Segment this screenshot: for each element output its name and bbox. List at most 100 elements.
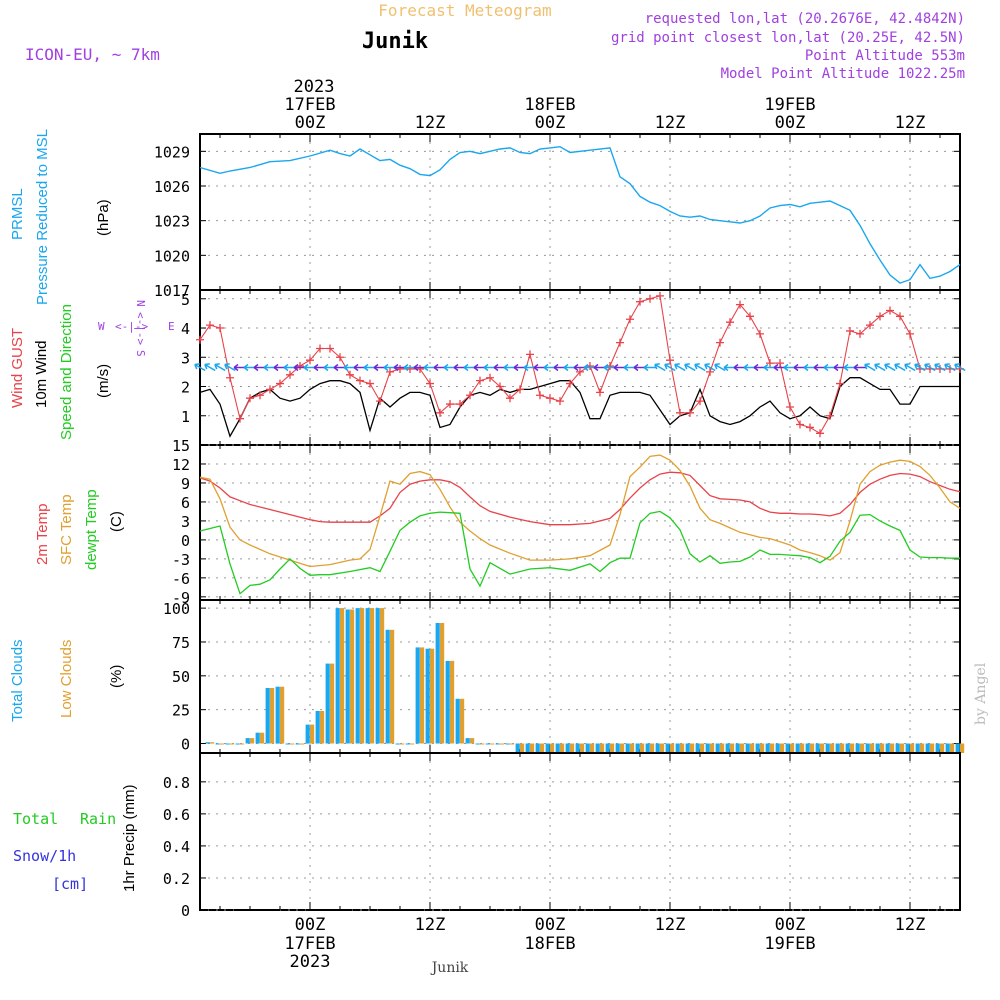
gust-marker: [746, 312, 754, 321]
low-cloud-bar: [630, 743, 635, 753]
low-cloud-bar: [790, 743, 795, 753]
precip-label-snow: Snow/1h: [13, 847, 76, 865]
low-cloud-bar: [480, 743, 485, 745]
low-cloud-bar: [260, 732, 265, 744]
total-cloud-bar: [535, 743, 540, 753]
precip-label-cm: [cm]: [52, 875, 88, 893]
low-cloud-bar: [470, 738, 475, 744]
gust-marker: [516, 385, 524, 394]
y-tick-label: -9: [172, 589, 190, 607]
total-cloud-bar: [215, 743, 220, 745]
wind-panel: 1 2 3 4 5: [181, 289, 966, 446]
total-cloud-bar: [935, 743, 940, 753]
low-cloud-bar: [780, 743, 785, 753]
compass-w: W: [98, 320, 105, 333]
total-cloud-bar: [515, 743, 520, 753]
top-title: Forecast Meteogram: [378, 1, 551, 20]
gust-marker: [586, 362, 594, 371]
panel-frame: [199, 133, 961, 291]
wind-direction-arrow: [704, 363, 716, 372]
wind-direction-arrow: [954, 363, 966, 372]
gust-marker: [756, 329, 764, 338]
gust-marker: [636, 297, 644, 306]
total-cloud-bar: [525, 743, 530, 753]
y-tick-label: 9: [181, 475, 190, 493]
total-cloud-bar: [375, 608, 380, 744]
total-cloud-bar: [805, 743, 810, 753]
gust-marker: [576, 367, 584, 376]
wind-direction-arrow: [674, 363, 686, 372]
temp-label-2m: 2m Temp: [34, 504, 51, 565]
low-cloud-bar: [500, 743, 505, 745]
low-cloud-bar: [510, 743, 515, 745]
wind-labels: Wind GUST 10m Wind Speed and Direction (…: [9, 300, 175, 440]
total-cloud-bar: [275, 686, 280, 744]
gust-marker: [486, 373, 494, 382]
low-cloud-bar: [440, 623, 445, 744]
total-cloud-bar: [905, 743, 910, 753]
total-cloud-bar: [365, 608, 370, 744]
low-cloud-bar: [860, 743, 865, 753]
clouds-panel: 0 25 50 75 100: [163, 599, 965, 754]
total-cloud-bar: [635, 743, 640, 753]
gust-marker: [446, 400, 454, 409]
y-tick-label: 50: [172, 668, 190, 686]
low-cloud-bar: [420, 647, 425, 744]
y-tick-label: 6: [181, 494, 190, 512]
y-tick-label: 2: [181, 379, 190, 397]
y-tick-label: 15: [172, 437, 190, 455]
wind-direction-arrow: [884, 363, 896, 372]
total-cloud-bar: [625, 743, 630, 753]
gust-marker: [646, 294, 654, 303]
total-cloud-bar: [645, 743, 650, 753]
gust-marker: [526, 350, 534, 359]
low-cloud-bar: [700, 743, 705, 753]
low-cloud-bar: [320, 711, 325, 744]
total-cloud-bar: [655, 743, 660, 753]
low-cloud-bar: [250, 738, 255, 744]
low-cloud-bar: [760, 743, 765, 753]
bottom-hour-label: 12Z: [895, 915, 926, 935]
low-cloud-bar: [220, 743, 225, 745]
low-cloud-bar: [520, 743, 525, 753]
gridpoint-coords: grid point closest lon,lat (20.25E, 42.5…: [611, 30, 965, 46]
gust-marker: [796, 420, 804, 429]
gust-marker: [416, 364, 424, 373]
total-cloud-bar: [545, 743, 550, 753]
low-cloud-bar: [650, 743, 655, 753]
total-cloud-bar: [565, 743, 570, 753]
total-cloud-bar: [235, 743, 240, 745]
gust-marker: [826, 411, 834, 420]
temp-unit: (C): [108, 511, 125, 532]
location-title: Junik: [362, 29, 428, 54]
bottom-location: Junik: [430, 960, 469, 976]
wind-direction-arrow: [194, 363, 206, 372]
low-cloud-bar: [730, 743, 735, 753]
cloud-labels: Total Clouds Low Clouds (%): [9, 639, 125, 722]
bottom-hour-label: 12Z: [415, 915, 446, 935]
low-cloud-bar: [800, 743, 805, 753]
top-hour-label: 00Z: [535, 113, 566, 133]
gust-marker: [726, 318, 734, 327]
bottom-date-label: 17FEB: [284, 934, 335, 954]
low-cloud-bar: [830, 743, 835, 753]
low-cloud-bar: [330, 663, 335, 744]
y-tick-label: -6: [172, 570, 190, 588]
gust-marker: [376, 397, 384, 406]
gust-marker: [606, 362, 614, 371]
gust-marker: [316, 344, 324, 353]
gust-marker: [426, 379, 434, 388]
total-cloud-bar: [285, 743, 290, 745]
gust-marker: [876, 312, 884, 321]
total-cloud-bar: [245, 738, 250, 744]
total-cloud-bar: [435, 623, 440, 744]
wind-direction-arrow: [944, 363, 956, 372]
temp-labels: 2m Temp SFC Temp dewpt Temp (C): [34, 489, 125, 570]
gust-marker: [616, 338, 624, 347]
low-cloud-bar: [530, 743, 535, 753]
total-cloud-bar: [775, 743, 780, 753]
total-cloud-bar: [425, 648, 430, 744]
gust-marker: [866, 321, 874, 330]
